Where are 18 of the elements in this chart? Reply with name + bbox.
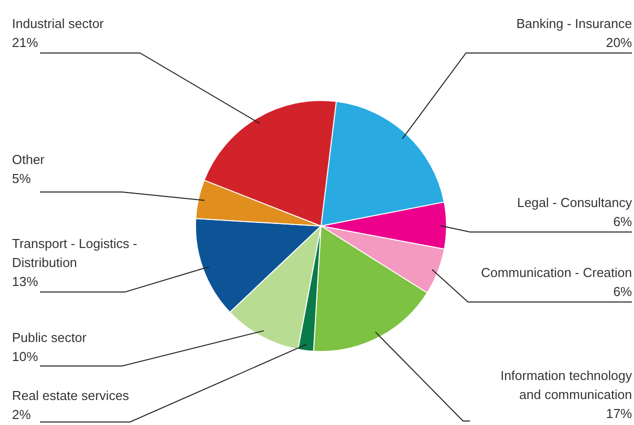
data-label: 17% [606, 406, 632, 421]
slice-label: Industrial sector [12, 16, 104, 31]
slice-label: Communication - Creation [480, 265, 632, 280]
data-label: 20% [606, 35, 632, 50]
data-label: 2% [12, 407, 31, 422]
data-label: 6% [613, 214, 632, 229]
data-label: 10% [12, 349, 38, 364]
data-label: 21% [12, 35, 38, 50]
slice-label: Legal - Consultancy [517, 195, 632, 210]
slice-label: Banking - Insurance [516, 16, 632, 31]
data-label: 5% [12, 171, 31, 186]
data-label: 6% [613, 284, 632, 299]
slice-label: Information technology and communication [500, 368, 632, 402]
slice-label: Public sector [12, 330, 86, 345]
slice-label: Real estate services [12, 388, 130, 403]
data-label: 13% [12, 274, 38, 289]
slice-label: Transport - Logistics - Distribution [12, 236, 138, 270]
slice-label: Other [12, 152, 45, 167]
